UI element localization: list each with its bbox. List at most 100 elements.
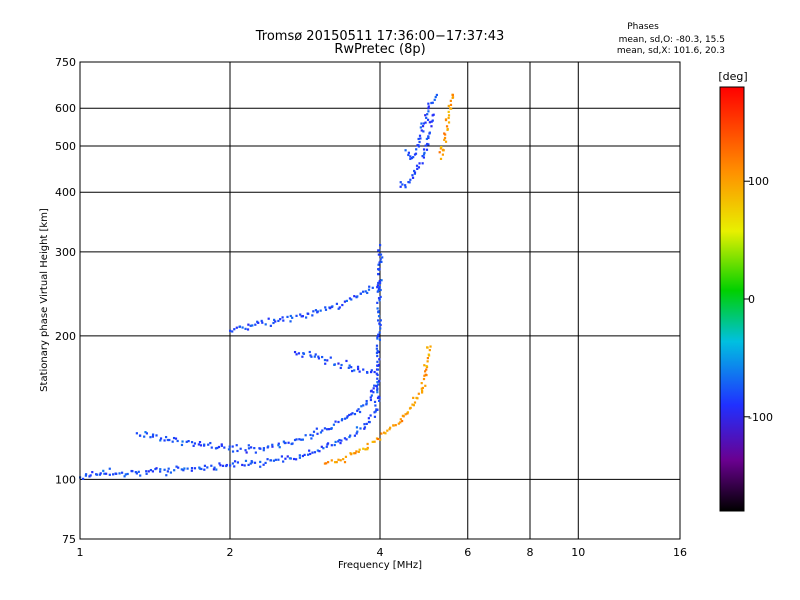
trace-point [404, 186, 407, 189]
trace-point [415, 164, 419, 167]
trace-point [363, 423, 366, 426]
trace-point [250, 446, 253, 449]
trace-point [190, 469, 193, 472]
trace-point [376, 349, 379, 353]
trace-point [249, 462, 252, 465]
trace-point [343, 300, 347, 303]
trace-point [333, 443, 336, 447]
trace-point [287, 441, 290, 444]
y-tick-label: 300 [55, 246, 76, 259]
y-tick-label: 400 [55, 186, 76, 199]
trace-point [176, 439, 179, 443]
trace-point [279, 318, 282, 321]
trace-point [367, 288, 371, 291]
trace-point [423, 364, 426, 367]
trace-point [343, 437, 347, 440]
trace-point [392, 424, 395, 427]
trace-point [341, 303, 344, 307]
trace-point [370, 369, 373, 372]
trace-point [182, 469, 185, 472]
trace-point [408, 181, 411, 184]
trace-point [138, 434, 142, 437]
trace-point [88, 475, 91, 478]
trace-point [309, 354, 312, 357]
trace-point [411, 403, 414, 406]
trace-point [171, 440, 174, 443]
trace-point [401, 414, 404, 417]
trace-point [425, 116, 428, 119]
trace-point [264, 461, 267, 465]
trace-point [362, 447, 365, 450]
trace-point [235, 444, 238, 447]
trace-point [406, 412, 409, 415]
trace-point [286, 455, 289, 458]
trace-point [414, 152, 418, 155]
trace-point [433, 98, 436, 101]
trace-point [198, 441, 202, 444]
trace-point [379, 253, 383, 256]
trace-point [202, 444, 206, 447]
trace-point [370, 389, 373, 392]
trace-point [413, 171, 417, 174]
trace-point [376, 388, 379, 392]
trace-point [249, 324, 252, 327]
trace-point [423, 370, 427, 373]
trace-point [131, 470, 134, 473]
trace-point [373, 370, 376, 374]
trace-point [259, 465, 262, 468]
trace-point [384, 432, 387, 435]
trace-point [105, 472, 108, 475]
trace-point [293, 350, 297, 354]
trace-point [366, 446, 369, 450]
trace-point [371, 440, 374, 443]
trace-point [368, 285, 371, 288]
trace-point [377, 253, 380, 256]
trace-point [409, 178, 412, 181]
trace-point [337, 362, 340, 365]
trace-point [180, 443, 184, 447]
trace-point [420, 129, 423, 132]
trace-point [413, 169, 416, 173]
trace-point [362, 290, 365, 293]
trace-point [378, 249, 381, 252]
trace-point [447, 114, 451, 117]
trace-point [84, 473, 88, 476]
trace-point [266, 458, 269, 461]
trace-point [377, 289, 380, 292]
trace-point [139, 474, 142, 477]
trace-point [272, 321, 275, 325]
trace-point [278, 446, 281, 449]
trace-point [377, 310, 380, 313]
trace-point [423, 151, 426, 154]
trace-point [421, 154, 424, 158]
trace-point [231, 445, 234, 448]
trace-point [81, 477, 85, 480]
trace-point [365, 399, 368, 403]
trace-point [317, 357, 321, 360]
trace-point [378, 338, 382, 341]
trace-point [145, 472, 148, 475]
trace-point [373, 440, 376, 443]
trace-point [356, 430, 359, 433]
trace-point [404, 149, 407, 152]
trace-point [332, 423, 336, 426]
trace-point [217, 445, 221, 449]
trace-point [339, 366, 342, 370]
trace-point [378, 331, 381, 334]
trace-point [247, 323, 250, 326]
trace-point [308, 449, 311, 452]
trace-point [340, 419, 344, 422]
trace-point [305, 316, 308, 319]
trace-point [233, 460, 237, 463]
trace-point [149, 436, 152, 439]
trace-point [314, 309, 318, 312]
trace-point [192, 444, 195, 447]
trace-point [155, 434, 158, 437]
trace-point [295, 353, 298, 356]
trace-point [295, 438, 298, 441]
colorbar-ticks: 100 0 -100 [744, 175, 773, 424]
trace-point [143, 435, 146, 438]
trace-point [145, 432, 149, 435]
trace-point [447, 116, 450, 120]
trace-point [166, 438, 169, 442]
